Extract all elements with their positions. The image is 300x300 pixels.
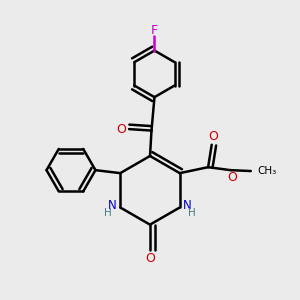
Text: H: H xyxy=(188,208,196,218)
Text: O: O xyxy=(145,252,155,265)
Text: F: F xyxy=(151,24,158,37)
Text: N: N xyxy=(183,200,192,212)
Text: CH₃: CH₃ xyxy=(257,166,277,176)
Text: O: O xyxy=(208,130,218,143)
Text: O: O xyxy=(227,171,237,184)
Text: O: O xyxy=(116,123,126,136)
Text: H: H xyxy=(104,208,112,218)
Text: N: N xyxy=(108,200,117,212)
